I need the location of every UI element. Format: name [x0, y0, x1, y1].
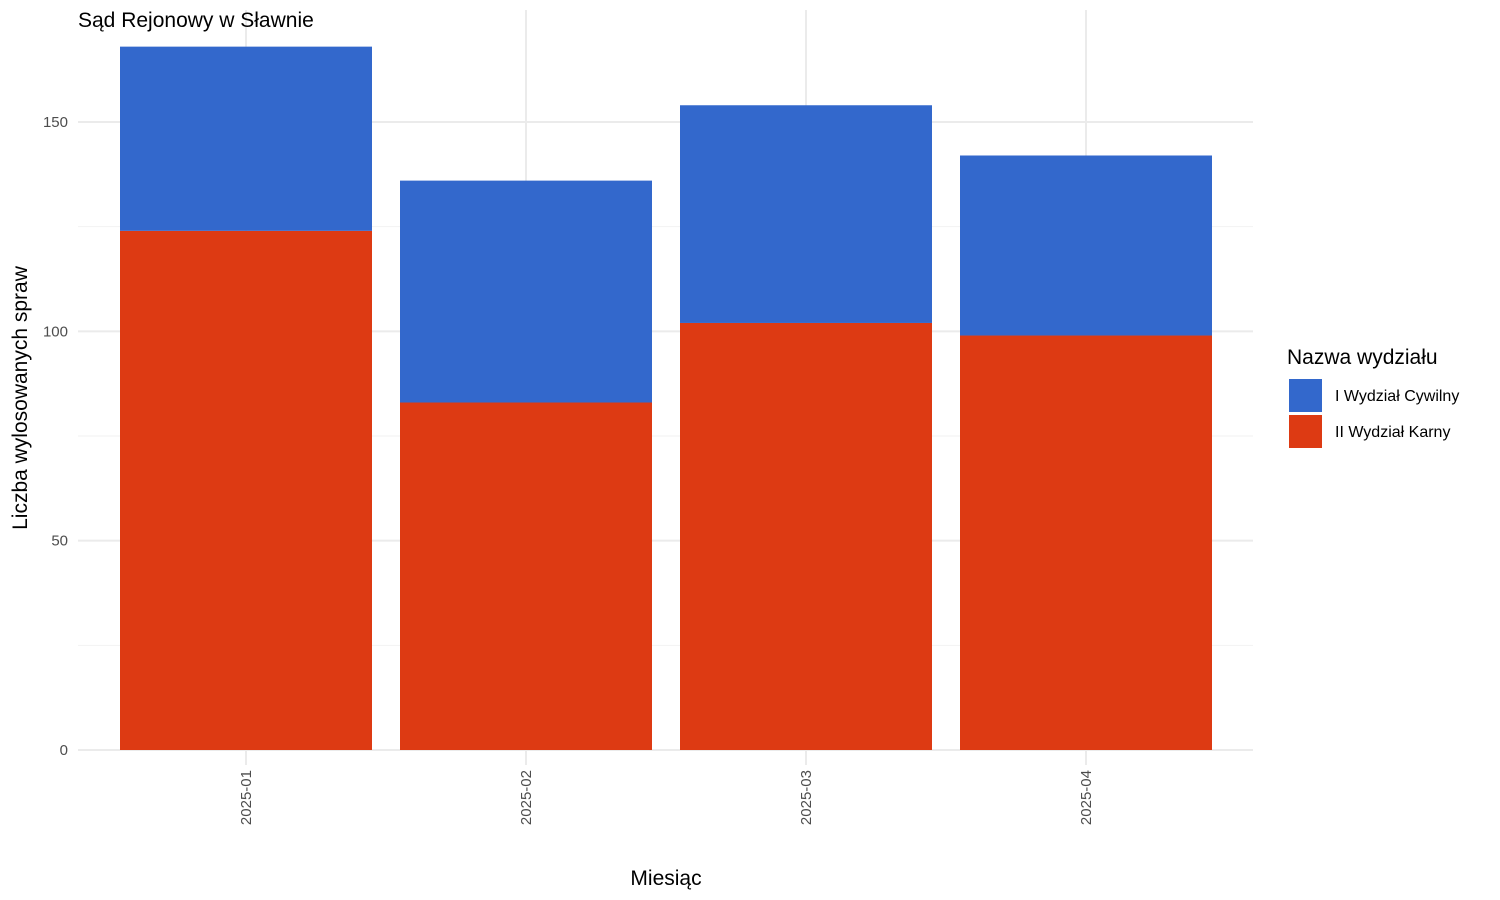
- y-axis-ticks: 0 50 100 150: [43, 114, 68, 759]
- y-axis-title: Liczba wylosowanych spraw: [9, 265, 32, 530]
- legend-key: [1289, 379, 1322, 412]
- bars: [120, 46, 1212, 750]
- bar-segment: [960, 155, 1212, 336]
- bar-segment: [960, 335, 1212, 750]
- x-axis-ticks: 2025-01 2025-02 2025-03 2025-04: [238, 770, 1095, 825]
- bar-segment: [680, 322, 932, 750]
- x-tick-label: 2025-03: [798, 770, 815, 825]
- bar-segment: [120, 46, 372, 231]
- x-tick-label: 2025-01: [238, 770, 255, 825]
- chart-title: Sąd Rejonowy w Sławnie: [78, 9, 314, 32]
- bar-segment: [400, 402, 652, 750]
- y-tick-label: 50: [51, 533, 68, 550]
- x-axis-title: Miesiąc: [630, 867, 701, 890]
- y-tick-label: 0: [60, 742, 68, 759]
- legend-label: I Wydział Cywilny: [1335, 388, 1459, 405]
- bar-segment: [120, 230, 372, 750]
- legend-title: Nazwa wydziału: [1287, 346, 1438, 369]
- x-tick-label: 2025-04: [1078, 770, 1095, 825]
- legend-key: [1289, 415, 1322, 448]
- y-tick-label: 100: [43, 323, 68, 340]
- bar-segment: [400, 180, 652, 403]
- x-tick-label: 2025-02: [518, 770, 535, 825]
- legend-label: II Wydział Karny: [1335, 424, 1450, 441]
- legend: Nazwa wydziału I Wydział Cywilny II Wydzi…: [1287, 346, 1459, 448]
- bar-segment: [680, 105, 932, 323]
- y-tick-label: 150: [43, 114, 68, 131]
